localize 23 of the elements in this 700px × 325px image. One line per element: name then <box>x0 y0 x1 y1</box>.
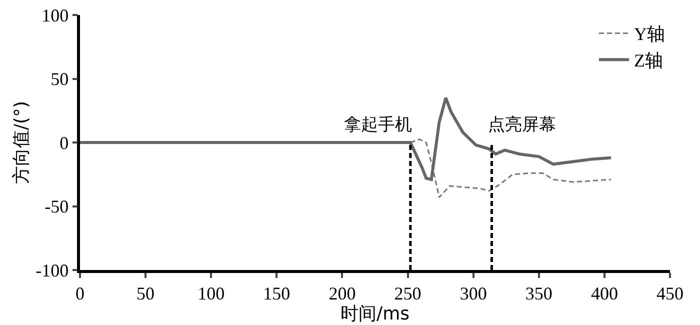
x-tick-label: 100 <box>198 283 225 304</box>
y-tick-label: 50 <box>50 69 69 90</box>
line-series <box>80 96 612 181</box>
x-tick-label: 350 <box>525 283 552 304</box>
ref-line-label: 拿起手机 <box>344 115 412 135</box>
y-tick-label: -100 <box>36 260 69 280</box>
x-tick-label: 150 <box>263 283 290 304</box>
x-tick-label: 250 <box>394 283 422 304</box>
legend-label: Z轴 <box>634 50 663 71</box>
x-tick-label: 0 <box>76 283 84 304</box>
y-tick-label: 100 <box>42 5 69 26</box>
x-tick-label: 200 <box>328 283 356 304</box>
legend-label: Y轴 <box>634 24 665 44</box>
ref-line-label: 点亮屏幕 <box>488 115 556 135</box>
x-tick-label: 450 <box>656 283 684 304</box>
x-tick-label: 50 <box>136 283 155 304</box>
x-tick-label: 400 <box>590 283 618 304</box>
y-tick-label: 0 <box>60 132 69 153</box>
x-tick-label: 300 <box>460 283 487 304</box>
y-tick-label: -50 <box>44 196 69 217</box>
y-axis-title: 方向值/(°) <box>10 100 32 184</box>
x-axis-title: 时间/ms <box>340 303 410 324</box>
line-series <box>410 138 612 198</box>
